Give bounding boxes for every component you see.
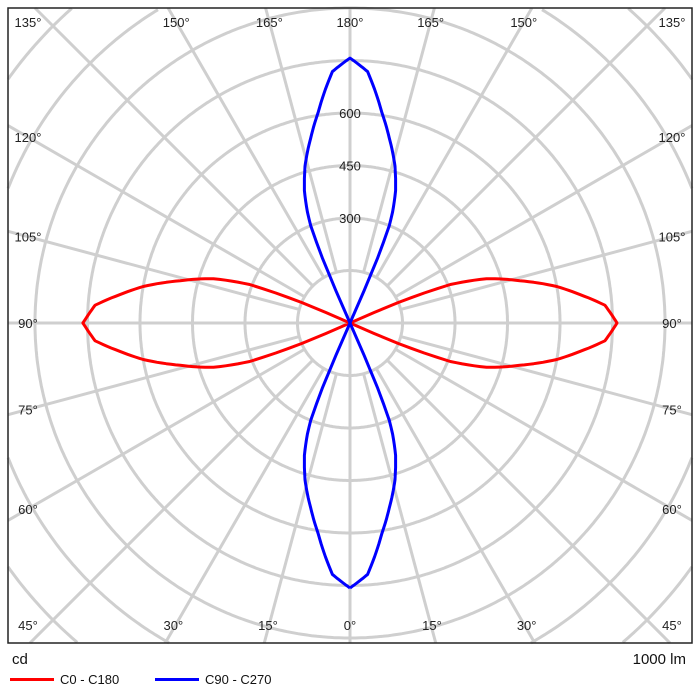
grid-spoke <box>264 7 338 273</box>
legend-swatch <box>10 678 54 681</box>
angle-label: 90° <box>662 316 682 331</box>
angle-label: 150° <box>163 15 190 30</box>
grid-spoke <box>394 347 693 522</box>
grid-spoke <box>262 373 338 644</box>
grid-spoke <box>386 359 672 645</box>
grid-spoke <box>374 7 534 279</box>
grid-spoke <box>394 124 693 299</box>
legend-item-c90: C90 - C270 <box>155 672 271 687</box>
grid-spoke <box>7 124 306 299</box>
grid-ring <box>6 7 73 80</box>
angle-label: 135° <box>15 15 42 30</box>
angle-label: 15° <box>422 618 442 633</box>
angle-label: 0° <box>344 618 356 633</box>
grid-spoke <box>7 347 306 522</box>
angle-label: 165° <box>256 15 283 30</box>
grid-ring <box>6 457 170 645</box>
angle-label: 165° <box>417 15 444 30</box>
grid-spoke <box>374 367 537 644</box>
angle-label: 120° <box>15 130 42 145</box>
radial-tick-label: 300 <box>339 211 361 226</box>
grid-ring <box>621 566 694 644</box>
grid-spoke <box>386 6 667 287</box>
grid-ring <box>530 457 694 645</box>
angle-label: 90° <box>18 316 38 331</box>
grid-spoke <box>166 7 326 279</box>
unit-label: cd <box>12 651 28 668</box>
angle-label: 60° <box>662 502 682 517</box>
angle-label: 150° <box>510 15 537 30</box>
angle-label: 180° <box>337 15 364 30</box>
legend-label: C0 - C180 <box>60 672 120 687</box>
angle-label: 45° <box>18 618 38 633</box>
grid-spoke <box>7 335 300 417</box>
plot-area: 300 450 600 <box>6 6 694 645</box>
grid-spoke <box>362 373 438 644</box>
angle-label: 120° <box>659 130 686 145</box>
series-curve-c90-c270 <box>302 56 398 590</box>
grid-ring <box>6 566 79 644</box>
plot-frame <box>7 7 693 644</box>
angle-label: 60° <box>18 502 38 517</box>
angle-label: 75° <box>18 402 38 417</box>
angle-label: 15° <box>258 618 278 633</box>
radial-tick-label: 600 <box>339 106 361 121</box>
angle-label: 45° <box>662 618 682 633</box>
angle-label: 30° <box>163 618 183 633</box>
grid-spoke <box>33 6 314 287</box>
grid-ring <box>627 7 694 80</box>
grid-spoke <box>163 367 326 644</box>
legend-label: C90 - C270 <box>205 672 272 687</box>
grid-spoke <box>362 7 436 273</box>
legend-swatch <box>155 678 199 681</box>
grid-spoke <box>400 229 693 311</box>
legend-item-c0: C0 - C180 <box>10 672 119 687</box>
grid-spoke <box>400 335 693 417</box>
radial-tick-label: 450 <box>339 159 361 174</box>
angle-label: 105° <box>659 230 686 245</box>
grid-spoke <box>7 229 300 311</box>
flux-label: 1000 lm <box>632 651 686 668</box>
grid-spoke <box>28 359 314 645</box>
angle-label: 105° <box>15 230 42 245</box>
angle-label: 135° <box>659 15 686 30</box>
grid-ring <box>541 8 694 189</box>
angle-label: 75° <box>662 402 682 417</box>
angle-label: 30° <box>517 618 537 633</box>
grid-ring <box>6 8 159 189</box>
